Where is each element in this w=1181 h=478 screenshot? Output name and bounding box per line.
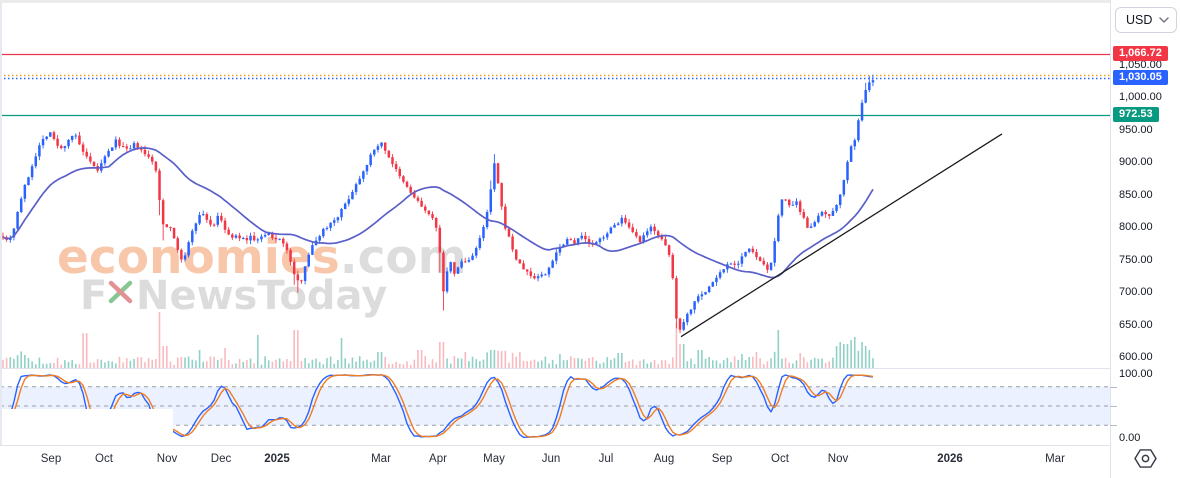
price-tick-label: 1,050.00 <box>1119 58 1162 71</box>
time-tick-label: Mar <box>1045 453 1065 465</box>
chevron-down-icon <box>1159 17 1169 23</box>
svg-text:economies.com: economies.com <box>57 230 467 285</box>
stochastic-lines <box>2 374 874 438</box>
price-tick-label: 1,000.00 <box>1119 91 1162 103</box>
time-tick-label: Sep <box>40 453 62 465</box>
oscillator-band-tick <box>1110 406 1117 407</box>
pane-divider[interactable] <box>0 368 1110 369</box>
price-levels <box>0 53 1110 117</box>
watermark-sub-prefix: F <box>80 273 107 319</box>
oscillator-tick-label: 100.00 <box>1119 367 1153 380</box>
time-tick-label: May <box>483 453 505 465</box>
oscillator-tick-label: 0.00 <box>1119 431 1141 444</box>
time-tick-label: 2025 <box>264 453 290 465</box>
price-axis[interactable]: USD 1,050.00 1,000.00 950.00 900.00 850.00 80… <box>1110 0 1181 478</box>
support-price-badge: 972.53 <box>1113 107 1159 123</box>
currency-selector[interactable]: USD <box>1115 7 1177 33</box>
fx-x-icon <box>108 280 133 304</box>
time-tick-label: Mar <box>371 453 391 465</box>
time-tick-label: Oct <box>95 453 113 465</box>
currency-label: USD <box>1126 13 1153 27</box>
price-tick-label: 600.00 <box>1119 351 1153 363</box>
time-tick-label: Dec <box>210 453 232 465</box>
price-tick-label: 950.00 <box>1119 123 1153 136</box>
price-tick-label: 750.00 <box>1119 253 1153 266</box>
price-tick-label: 800.00 <box>1119 221 1153 233</box>
oscillator-cover-patch <box>0 409 173 444</box>
time-tick-label: Sep <box>711 453 733 465</box>
time-tick-label: Nov <box>156 453 178 465</box>
resistance-price-badge: 1,066.72 <box>1113 46 1168 62</box>
oscillator-band <box>0 386 1110 426</box>
moving-average-line <box>2 147 874 279</box>
watermark-brand: economies <box>57 230 340 285</box>
time-tick-label: Apr <box>429 453 447 465</box>
oscillator-band-tick <box>1110 425 1117 427</box>
time-tick-label: Oct <box>771 453 789 465</box>
candles <box>1 74 875 334</box>
watermark-sub-suffix: NewsToday <box>136 273 387 319</box>
volume-bars <box>2 312 874 368</box>
price-tick-label: 850.00 <box>1119 188 1153 201</box>
price-tick-label: 900.00 <box>1119 156 1153 168</box>
time-tick-label: 2026 <box>937 453 963 465</box>
last-price-badge: 1,030.05 <box>1113 69 1168 85</box>
time-tick-label: Nov <box>827 453 849 465</box>
logo-hexagon-icon[interactable] <box>1134 447 1157 470</box>
left-border-strip <box>0 3 2 445</box>
oscillator-band-tick <box>1110 386 1117 388</box>
price-tick-label: 650.00 <box>1119 318 1153 331</box>
time-tick-label: Aug <box>653 453 675 465</box>
watermark-domain: .com <box>340 230 467 285</box>
time-tick-label: Jun <box>541 453 561 465</box>
price-tick-label: 700.00 <box>1119 286 1153 298</box>
time-tick-label: Jul <box>598 453 614 465</box>
watermark: economies.com F NewsToday <box>57 230 467 319</box>
trendline <box>680 133 1003 338</box>
top-border-strip <box>0 0 1181 3</box>
time-axis[interactable]: Sep Oct Nov Dec 2025 Mar Apr May Jun Jul Aug Sep Oct… <box>0 445 1110 478</box>
main-chart[interactable]: economies.com F NewsToday <box>0 0 1110 445</box>
